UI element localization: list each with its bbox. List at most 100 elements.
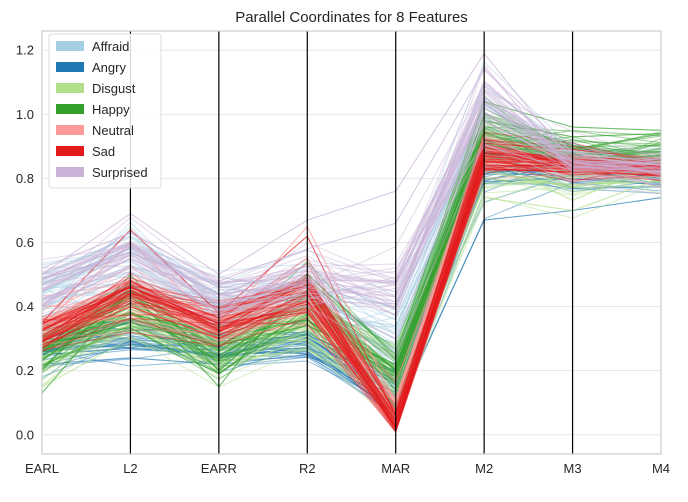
series-line-sad (41, 155, 662, 434)
series-line-neutral (41, 140, 662, 423)
series-line-angry (41, 146, 662, 400)
series-line-disgust (41, 170, 662, 411)
series-line-affraid (41, 131, 662, 314)
series-line-disgust (41, 176, 662, 392)
series-line-disgust (41, 128, 662, 372)
series-line-neutral (41, 165, 662, 429)
series-line-happy (41, 130, 662, 372)
series-line-sad (41, 158, 662, 413)
series-line-angry (41, 197, 662, 414)
series-line-happy (41, 113, 662, 368)
series-line-happy (41, 132, 662, 375)
series-line-affraid (41, 128, 662, 382)
series-line-surprised (41, 129, 662, 301)
series-line-surprised (41, 113, 662, 296)
series-line-surprised (41, 140, 662, 306)
series-line-angry (41, 169, 662, 407)
series-line-surprised (41, 110, 662, 302)
series-line-happy (41, 141, 662, 384)
series-line-surprised (41, 95, 662, 310)
series-line-neutral (41, 143, 662, 399)
legend-swatch (56, 41, 84, 51)
series-line-neutral (41, 161, 662, 423)
series-line-angry (41, 177, 662, 404)
series-line-happy (41, 126, 662, 362)
series-line-neutral (41, 160, 662, 432)
legend-label: Happy (92, 102, 130, 117)
series-line-neutral (41, 173, 662, 416)
legend-swatch (56, 167, 84, 177)
series-line-sad (41, 160, 662, 423)
y-tick-label: 1.2 (16, 43, 34, 58)
series-line-happy (41, 107, 662, 360)
legend-label: Neutral (92, 123, 134, 138)
series-line-angry (41, 164, 662, 386)
series-line-affraid (41, 101, 662, 364)
series-line-surprised (41, 113, 662, 299)
series-line-angry (41, 152, 662, 394)
series-line-sad (41, 167, 662, 432)
series-line-sad (41, 155, 662, 432)
series-line-happy (41, 113, 662, 384)
series-line-neutral (41, 167, 662, 432)
x-tick-label: M4 (652, 461, 670, 476)
series-line-sad (41, 146, 662, 427)
series-line-neutral (41, 163, 662, 406)
series-line-sad (41, 143, 662, 433)
series-line-angry (41, 163, 662, 382)
series-line-sad (41, 160, 662, 433)
series-line-surprised (41, 90, 662, 311)
series-line-surprised (41, 88, 662, 310)
series-line-happy (41, 152, 662, 366)
series-line-angry (41, 182, 662, 417)
series-line-affraid (41, 155, 662, 343)
series-line-happy (41, 120, 662, 391)
series-line-angry (41, 175, 662, 418)
series-line-sad (41, 161, 662, 429)
series-line-sad (41, 153, 662, 429)
legend-label: Sad (92, 144, 115, 159)
series-line-surprised (41, 101, 662, 309)
legend-label: Angry (92, 60, 126, 75)
x-tick-label: R2 (299, 461, 316, 476)
legend-swatch (56, 62, 84, 72)
legend-label: Disgust (92, 81, 136, 96)
y-tick-label: 0.4 (16, 299, 34, 314)
series-line-surprised (41, 103, 662, 289)
series-line-happy (41, 120, 662, 382)
plot-frame (41, 30, 662, 455)
series-line-surprised (41, 96, 662, 289)
series-line-disgust (41, 161, 662, 414)
series-line-sad (41, 156, 662, 421)
x-tick-labels: EARL L2 EARR R2 MAR M2 M3 M4 (25, 461, 670, 476)
legend: Affraid Angry Disgust Happy Neutral Sad Surpri… (48, 33, 162, 189)
series-line-angry (41, 138, 662, 383)
series-line-sad (41, 168, 662, 430)
series-line-surprised (41, 144, 662, 305)
series-line-disgust (41, 155, 662, 409)
legend-label: Surprised (92, 165, 148, 180)
series-line-surprised (41, 91, 662, 317)
x-tick-label: M3 (564, 461, 582, 476)
y-tick-label: 0.6 (16, 235, 34, 250)
series-line-surprised (41, 100, 662, 303)
legend-swatch (56, 104, 84, 114)
series-line-surprised (41, 122, 662, 312)
series-line-surprised (41, 63, 662, 306)
series-line-sad (41, 165, 662, 427)
series-line-angry (41, 177, 662, 417)
x-tick-label: MAR (381, 461, 410, 476)
series-line-surprised (41, 106, 662, 297)
series-line-affraid (41, 118, 662, 336)
series-line-neutral (41, 144, 662, 407)
series-line-angry (41, 165, 662, 408)
y-tick-label: 1.0 (16, 107, 34, 122)
series-line-surprised (41, 97, 662, 302)
series-line-disgust (41, 172, 662, 406)
series-line-surprised (41, 81, 662, 308)
series-line-angry (41, 164, 662, 394)
series-line-neutral (41, 137, 662, 407)
series-line-sad (41, 160, 662, 418)
series-line-neutral (41, 162, 662, 434)
series-line-surprised (41, 144, 662, 318)
